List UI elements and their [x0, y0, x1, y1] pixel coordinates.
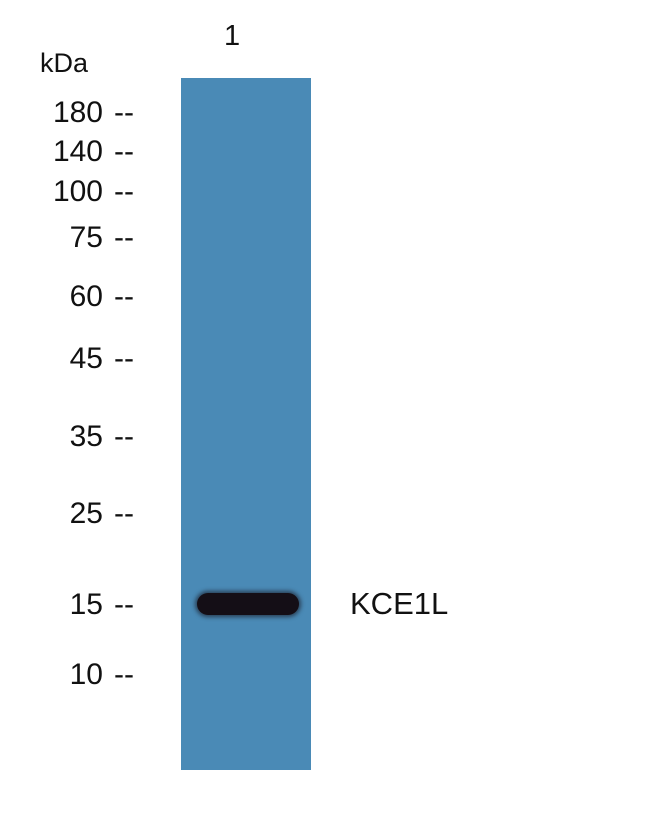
marker-dash: --	[114, 221, 134, 254]
marker-value: 100	[52, 175, 103, 208]
marker-35: 35 --	[0, 420, 140, 454]
marker-value: 35	[69, 420, 103, 453]
unit-label: kDa	[40, 48, 89, 78]
marker-dash: --	[114, 588, 134, 621]
marker-value: 25	[69, 497, 103, 530]
marker-45: 45 --	[0, 342, 140, 376]
marker-dash: --	[114, 658, 134, 691]
marker-180: 180 --	[0, 96, 140, 130]
marker-100: 100 --	[0, 175, 140, 209]
marker-value: 10	[69, 658, 103, 691]
marker-dash: --	[114, 175, 134, 208]
blot-lane	[181, 78, 311, 770]
marker-value: 60	[69, 280, 103, 313]
marker-dash: --	[114, 497, 134, 530]
marker-value: 180	[52, 96, 103, 129]
marker-dash: --	[114, 280, 134, 313]
marker-dash: --	[114, 420, 134, 453]
marker-dash: --	[114, 96, 134, 129]
marker-value: 45	[69, 342, 103, 375]
protein-band	[197, 593, 299, 615]
marker-dash: --	[114, 135, 134, 168]
marker-60: 60 --	[0, 280, 140, 314]
marker-dash: --	[114, 342, 134, 375]
band-label: KCE1L	[350, 586, 449, 621]
lane-number: 1	[224, 20, 241, 52]
marker-value: 140	[52, 135, 103, 168]
marker-140: 140 --	[0, 135, 140, 169]
marker-75: 75 --	[0, 221, 140, 255]
marker-value: 15	[69, 588, 103, 621]
marker-25: 25 --	[0, 497, 140, 531]
marker-15: 15 --	[0, 588, 140, 622]
marker-value: 75	[69, 221, 103, 254]
marker-10: 10 --	[0, 658, 140, 692]
